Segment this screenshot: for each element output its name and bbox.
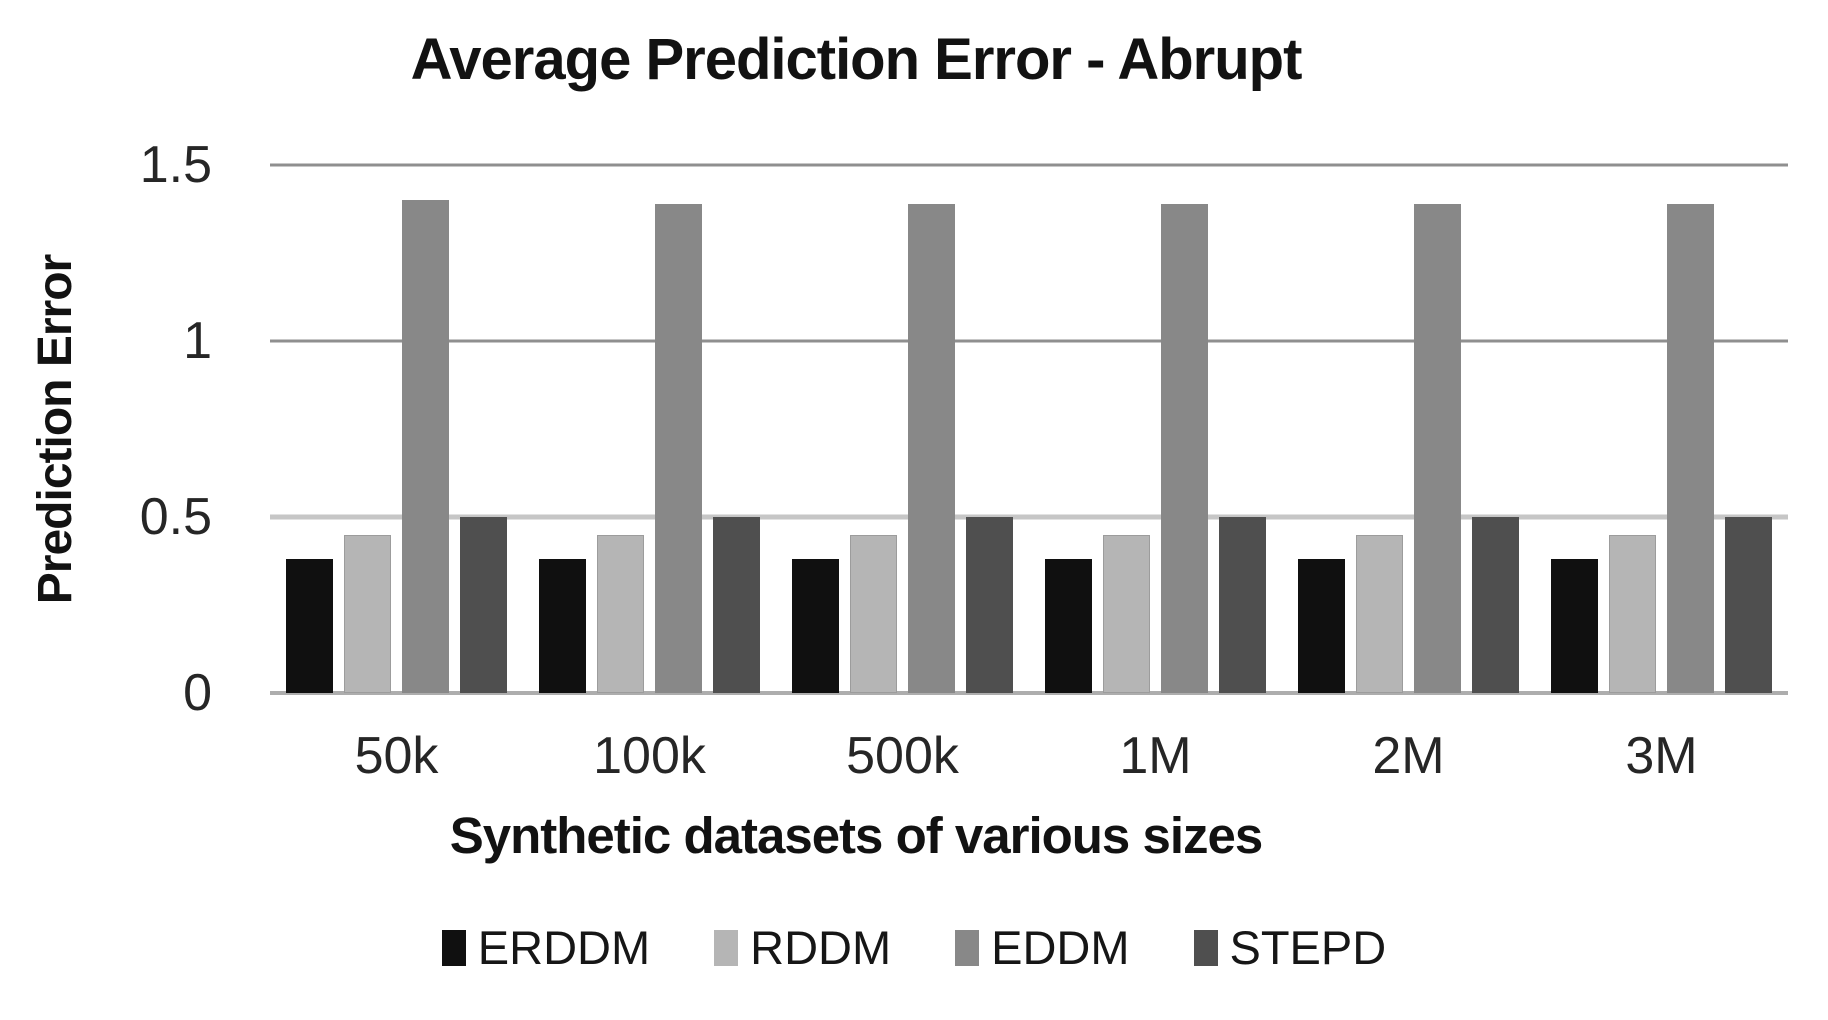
plot-area bbox=[270, 163, 1788, 695]
bar-erddm-100k bbox=[539, 559, 586, 693]
legend-item-eddm: EDDM bbox=[955, 921, 1130, 974]
legend-label-stepd: STEPD bbox=[1229, 921, 1387, 974]
bar-erddm-2m bbox=[1298, 559, 1345, 693]
category-group-50k bbox=[270, 165, 523, 693]
category-group-2m bbox=[1282, 165, 1535, 693]
bar-eddm-3m bbox=[1667, 204, 1714, 693]
bar-stepd-1m bbox=[1219, 517, 1266, 693]
legend-item-rddm: RDDM bbox=[714, 924, 891, 971]
bar-eddm-1m bbox=[1161, 204, 1208, 693]
bar-erddm-500k bbox=[792, 559, 839, 693]
category-group-1m bbox=[1029, 165, 1282, 693]
legend-label-rddm: RDDM bbox=[750, 921, 892, 974]
x-axis-line bbox=[270, 691, 1788, 695]
x-tick-label-1m: 1M bbox=[1119, 727, 1192, 785]
legend-swatch-eddm bbox=[955, 929, 980, 966]
gridline-1 bbox=[270, 339, 1788, 343]
bar-groups bbox=[270, 165, 1788, 693]
x-tick-label-500k: 500k bbox=[846, 727, 959, 785]
x-tick-label-50k: 50k bbox=[354, 727, 439, 785]
bar-erddm-3m bbox=[1551, 559, 1598, 693]
legend-label-erddm: ERDDM bbox=[477, 921, 651, 974]
legend-item-erddm: ERDDM bbox=[441, 921, 651, 974]
category-group-500k bbox=[776, 165, 1029, 693]
legend-swatch-erddm bbox=[441, 929, 466, 966]
category-group-100k bbox=[523, 165, 776, 693]
x-tick-label-3m: 3M bbox=[1625, 727, 1698, 785]
y-axis-title: Prediction Error bbox=[29, 254, 83, 604]
bar-eddm-2m bbox=[1414, 204, 1461, 693]
bar-eddm-100k bbox=[655, 204, 702, 693]
x-tick-label-2m: 2M bbox=[1372, 727, 1445, 785]
x-tick-label-100k: 100k bbox=[593, 727, 706, 785]
legend-label-eddm: EDDM bbox=[991, 921, 1130, 974]
bar-eddm-50k bbox=[402, 200, 449, 693]
legend: ERDDM RDDM EDDM STEPD bbox=[0, 924, 1828, 971]
y-tick-label-1: 1 bbox=[183, 312, 212, 370]
category-group-3m bbox=[1535, 165, 1788, 693]
y-tick-label-1.5: 1.5 bbox=[139, 136, 212, 194]
bar-stepd-3m bbox=[1725, 517, 1772, 693]
bar-stepd-100k bbox=[713, 517, 760, 693]
bar-stepd-50k bbox=[460, 517, 507, 693]
bar-stepd-2m bbox=[1472, 517, 1519, 693]
chart-title: Average Prediction Error - Abrupt bbox=[410, 27, 1303, 92]
bar-eddm-500k bbox=[908, 204, 955, 693]
legend-swatch-rddm bbox=[714, 929, 739, 966]
bar-erddm-50k bbox=[286, 559, 333, 693]
bar-erddm-1m bbox=[1045, 559, 1092, 693]
bar-rddm-500k bbox=[850, 535, 897, 693]
y-tick-label-0.5: 0.5 bbox=[139, 488, 212, 546]
bar-rddm-3m bbox=[1609, 535, 1656, 693]
bar-rddm-2m bbox=[1356, 535, 1403, 693]
gridline-0.5 bbox=[270, 514, 1788, 520]
bar-stepd-500k bbox=[966, 517, 1013, 693]
bar-rddm-100k bbox=[597, 535, 644, 693]
gridline-1.5 bbox=[270, 163, 1788, 167]
legend-swatch-stepd bbox=[1193, 929, 1218, 966]
x-axis-title: Synthetic datasets of various sizes bbox=[449, 807, 1263, 864]
legend-item-stepd: STEPD bbox=[1193, 921, 1387, 974]
bar-rddm-1m bbox=[1103, 535, 1150, 693]
y-axis-title-box: Prediction Error bbox=[8, 165, 104, 693]
bar-rddm-50k bbox=[344, 535, 391, 693]
y-tick-label-0: 0 bbox=[183, 664, 212, 722]
